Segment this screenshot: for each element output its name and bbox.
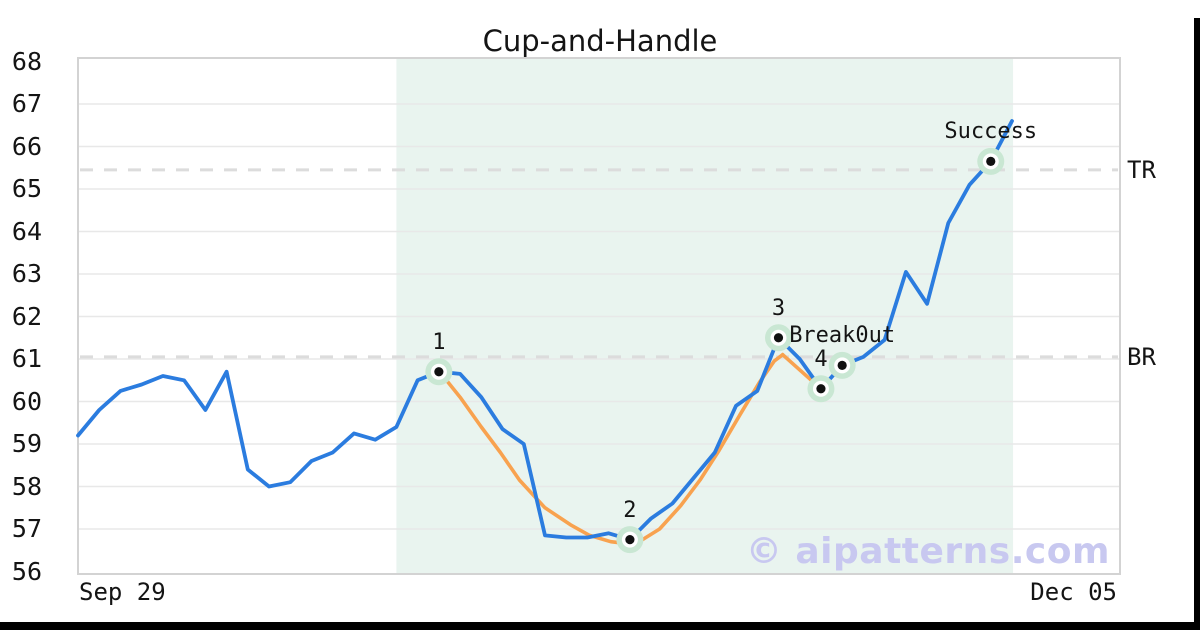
x-tick-end: Dec 05 xyxy=(1030,578,1117,606)
target-level-label: TR xyxy=(1127,155,1156,184)
y-tick-label: 68 xyxy=(11,46,42,76)
y-tick-label: 56 xyxy=(11,556,42,586)
y-tick-label: 67 xyxy=(11,89,42,118)
right-border-bar xyxy=(1194,18,1200,630)
plot-frame xyxy=(77,57,1121,575)
marker-dot-2 xyxy=(625,535,635,545)
x-tick-start: Sep 29 xyxy=(79,578,166,606)
marker-dot-break0ut xyxy=(837,360,847,370)
point-label-break0ut: Break0ut xyxy=(789,323,896,349)
point-label-2: 2 xyxy=(623,497,637,523)
point-label-3: 3 xyxy=(771,295,786,321)
price-line xyxy=(76,119,1014,542)
y-tick-label: 57 xyxy=(11,514,42,543)
bottom-border-bar xyxy=(0,622,1200,630)
marker-dot-3 xyxy=(773,333,784,343)
marker-dot-success xyxy=(986,156,996,166)
y-tick-label: 59 xyxy=(11,429,42,458)
y-tick-label: 58 xyxy=(11,471,42,501)
point-label-success: Success xyxy=(944,119,1038,145)
marker-dot-1 xyxy=(434,367,444,377)
y-tick-label: 62 xyxy=(11,301,42,331)
marker-dot-4 xyxy=(816,384,826,394)
point-label-1: 1 xyxy=(432,329,446,355)
y-tick-label: 65 xyxy=(11,174,42,203)
y-tick-label: 63 xyxy=(11,259,42,288)
y-tick-label: 60 xyxy=(11,386,42,416)
y-tick-label: 61 xyxy=(11,344,42,373)
point-label-4: 4 xyxy=(814,346,828,372)
chart-title: Cup-and-Handle xyxy=(482,24,718,58)
y-tick-label: 64 xyxy=(11,216,42,246)
y-tick-label: 66 xyxy=(11,131,42,161)
breakout-level-label: BR xyxy=(1127,342,1156,371)
watermark: © aipatterns.com xyxy=(745,531,1110,572)
